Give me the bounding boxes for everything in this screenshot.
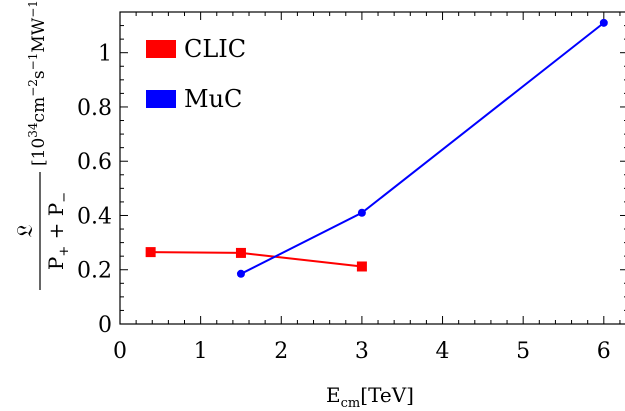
- y-tick-label: 0: [98, 313, 112, 338]
- legend-swatch-clic: [146, 40, 176, 58]
- y-tick-label: 0.2: [77, 259, 112, 284]
- y-axis-label: 𝔏 P+​ + P−​ [1034​cm−2​s−1​MW−1​]: [13, 0, 72, 290]
- y-label-numerator: 𝔏: [13, 224, 38, 237]
- legend-label-clic: CLIC: [184, 35, 246, 63]
- y-tick-label: 0.4: [77, 204, 112, 229]
- series-line-muc: [240, 22, 605, 275]
- y-tick-label: 0.6: [77, 150, 112, 175]
- series-line-clic: [150, 251, 363, 268]
- data-point-muc: [236, 269, 245, 278]
- x-tick-label: 5: [516, 339, 530, 364]
- x-axis-label: Ecm[TeV]: [326, 383, 414, 411]
- series-muc: [236, 18, 608, 278]
- plot-frame: [119, 11, 625, 325]
- plot-border: [119, 11, 625, 325]
- data-point-clic: [145, 247, 156, 258]
- x-tick-label: 3: [355, 339, 369, 364]
- legend: CLIC MuC: [146, 35, 246, 113]
- tick-labels: 0 1 2 3 4 5 6 0 0.2 0.4 0.6 0.8 1: [77, 42, 611, 364]
- x-tick-label: 6: [597, 339, 611, 364]
- series-clic: [145, 247, 367, 272]
- x-tick-label: 4: [436, 339, 450, 364]
- data-point-clic: [235, 247, 246, 258]
- y-label-unit: [1034​cm−2​s−1​MW−1​]: [26, 0, 49, 166]
- data-point-muc: [599, 18, 608, 27]
- legend-swatch-muc: [146, 90, 176, 108]
- x-tick-label: 0: [113, 339, 127, 364]
- legend-label-muc: MuC: [184, 85, 242, 113]
- y-tick-label: 0.8: [77, 96, 112, 121]
- series-layer: [145, 18, 608, 278]
- x-tick-label: 2: [274, 339, 288, 364]
- x-tick-label: 1: [194, 339, 208, 364]
- y-tick-label: 1: [98, 42, 112, 67]
- axis-ticks: [119, 11, 625, 325]
- data-point-clic: [356, 261, 367, 272]
- y-label-denominator: P+​ + P−​: [44, 192, 72, 270]
- data-point-muc: [357, 208, 366, 217]
